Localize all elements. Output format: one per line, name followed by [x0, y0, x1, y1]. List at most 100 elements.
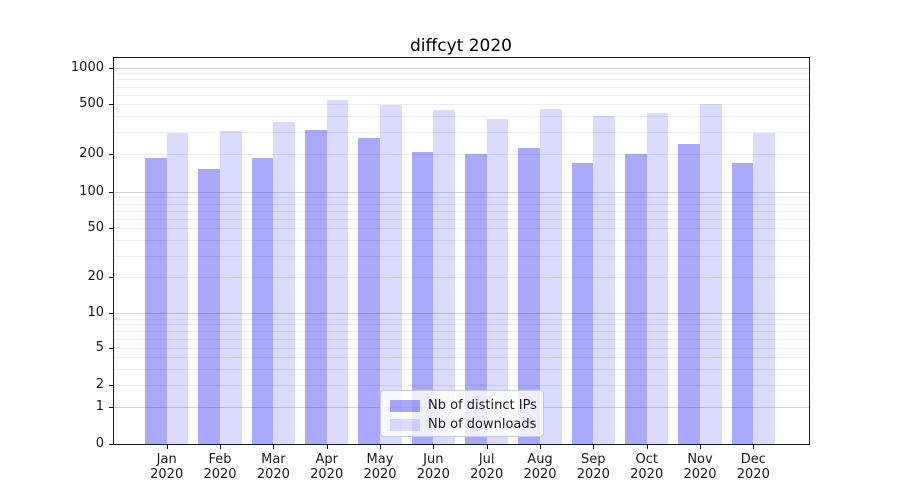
x-tick-label-jan-2020: Jan 2020	[127, 452, 207, 482]
x-label-year: 2020	[736, 467, 770, 482]
gridline-minor-500	[114, 104, 809, 105]
bar-nb-of-downloads-sep-2020	[593, 116, 616, 444]
x-label-month: Sep	[581, 452, 606, 467]
x-label-month: Mar	[261, 452, 286, 467]
bar-nb-of-distinct-ips-jun-2020	[411, 151, 434, 444]
x-tick-label-mar-2020: Mar 2020	[233, 452, 313, 482]
x-label-year: 2020	[310, 467, 344, 482]
y-tick-label-50: 50	[87, 220, 104, 235]
bar-nb-of-downloads-aug-2020	[540, 109, 562, 444]
legend-swatch-distinct-ips	[390, 399, 420, 412]
bar-nb-of-distinct-ips-apr-2020	[304, 130, 327, 444]
x-tick-nov-2020	[700, 445, 701, 449]
y-tick-label-10: 10	[87, 305, 104, 320]
bar-nb-of-downloads-nov-2020	[700, 103, 722, 444]
gridline-minor-400	[114, 116, 809, 117]
gridline-minor-800	[114, 79, 809, 80]
x-tick-label-dec-2020: Dec 2020	[713, 452, 793, 482]
legend-label-distinct-ips: Nb of distinct IPs	[428, 398, 537, 413]
gridline-minor-200	[114, 154, 809, 155]
bar-nb-of-downloads-dec-2020	[753, 132, 776, 444]
gridline-minor-40	[114, 240, 809, 241]
bar-nb-of-downloads-apr-2020	[326, 100, 349, 444]
x-label-year: 2020	[576, 467, 610, 482]
bar-nb-of-downloads-feb-2020	[220, 130, 242, 444]
bar-nb-of-distinct-ips-sep-2020	[571, 163, 594, 444]
x-tick-label-feb-2020: Feb 2020	[180, 452, 260, 482]
gridline-minor-90	[114, 197, 809, 198]
x-tick-mar-2020	[273, 445, 275, 449]
y-tick-label-20: 20	[87, 269, 104, 284]
x-label-month: Oct	[635, 452, 658, 467]
y-tick-100	[109, 192, 113, 193]
y-tick-500	[109, 104, 113, 105]
x-tick-jun-2020	[433, 445, 435, 449]
x-tick-label-aug-2020: Aug 2020	[500, 452, 580, 482]
x-tick-jan-2020	[166, 445, 168, 449]
x-label-year: 2020	[630, 467, 664, 482]
y-tick-label-1: 1	[95, 399, 104, 414]
x-label-year: 2020	[470, 467, 504, 482]
x-tick-label-jun-2020: Jun 2020	[393, 452, 473, 482]
x-tick-apr-2020	[326, 445, 328, 449]
gridline-minor-600	[114, 95, 809, 96]
legend-label-downloads: Nb of downloads	[428, 417, 537, 432]
y-tick-50	[109, 228, 113, 229]
x-label-month: Jul	[478, 452, 495, 467]
y-tick-20	[109, 277, 113, 278]
y-tick-label-0: 0	[95, 436, 104, 451]
gridline-minor-60	[114, 219, 809, 220]
x-tick-label-may-2020: May 2020	[340, 452, 420, 482]
x-tick-aug-2020	[540, 445, 541, 449]
gridline-minor-2	[114, 385, 809, 386]
y-tick-label-1000: 1000	[70, 60, 104, 75]
x-tick-may-2020	[380, 445, 381, 449]
y-tick-label-2: 2	[95, 377, 104, 392]
y-tick-10	[109, 313, 113, 314]
chart-title: diffcyt 2020	[410, 36, 512, 56]
gridline-major-10	[114, 313, 809, 314]
gridline-major-1000	[114, 68, 809, 69]
gridline-minor-50	[114, 228, 809, 229]
gridline-minor-700	[114, 87, 809, 88]
bar-nb-of-distinct-ips-dec-2020	[731, 163, 754, 444]
y-tick-label-500: 500	[79, 96, 104, 111]
x-label-year: 2020	[150, 467, 184, 482]
x-label-month: Nov	[687, 452, 713, 467]
bar-nb-of-distinct-ips-may-2020	[358, 137, 380, 444]
x-label-month: May	[366, 452, 394, 467]
gridline-minor-4	[114, 357, 809, 358]
bar-nb-of-distinct-ips-oct-2020	[624, 153, 647, 444]
gridline-minor-80	[114, 204, 809, 205]
gridline-minor-5	[114, 348, 809, 349]
gridline-minor-7	[114, 331, 809, 332]
x-label-year: 2020	[203, 467, 237, 482]
x-tick-dec-2020	[753, 445, 755, 449]
legend-item-distinct-ips: Nb of distinct IPs	[390, 396, 537, 415]
x-tick-label-nov-2020: Nov 2020	[660, 452, 740, 482]
bar-nb-of-downloads-jan-2020	[166, 133, 189, 444]
x-tick-label-sep-2020: Sep 2020	[553, 452, 633, 482]
x-label-month: Apr	[315, 452, 338, 467]
gridline-minor-300	[114, 132, 809, 133]
gridline-minor-70	[114, 211, 809, 212]
gridline-minor-900	[114, 73, 809, 74]
bar-nb-of-downloads-mar-2020	[273, 121, 296, 444]
x-label-month: Feb	[208, 452, 232, 467]
x-tick-sep-2020	[593, 445, 595, 449]
x-label-year: 2020	[523, 467, 557, 482]
y-tick-200	[109, 154, 113, 155]
x-tick-feb-2020	[220, 445, 221, 449]
bar-nb-of-distinct-ips-mar-2020	[251, 158, 274, 444]
bar-nb-of-downloads-jun-2020	[433, 109, 456, 444]
legend-swatch-downloads	[390, 418, 420, 431]
legend: Nb of distinct IPs Nb of downloads	[380, 390, 544, 437]
x-label-year: 2020	[683, 467, 717, 482]
x-tick-label-oct-2020: Oct 2020	[607, 452, 687, 482]
y-tick-label-5: 5	[95, 340, 104, 355]
x-label-year: 2020	[363, 467, 397, 482]
gridline-minor-20	[114, 277, 809, 278]
y-tick-label-200: 200	[79, 146, 104, 161]
